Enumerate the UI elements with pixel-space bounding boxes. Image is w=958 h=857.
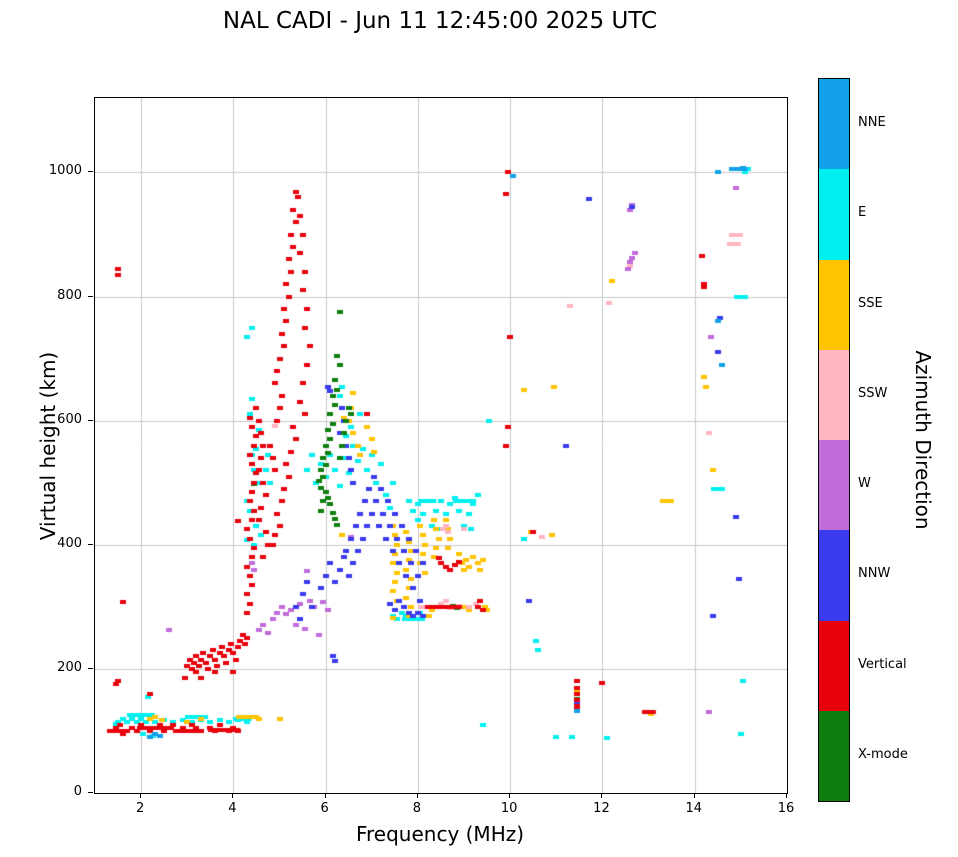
x-axis-label: Frequency (MHz) <box>355 822 525 846</box>
y-tick-mark <box>88 419 93 421</box>
x-tick-label: 12 <box>593 801 610 816</box>
x-tick-label: 14 <box>685 801 702 816</box>
colorbar-segment-nnw <box>819 530 849 621</box>
x-tick-label: 2 <box>135 801 145 816</box>
x-tick-label: 16 <box>777 801 795 816</box>
y-tick-label: 800 <box>57 287 82 303</box>
y-tick-label: 200 <box>57 659 82 675</box>
colorbar-segment-sse <box>819 259 849 350</box>
colorbar-segment-nne <box>819 79 849 170</box>
colorbar-segment-w <box>819 440 849 531</box>
y-tick-label: 400 <box>57 535 82 551</box>
x-tick-mark <box>786 793 787 798</box>
y-tick-mark <box>88 792 93 793</box>
x-tick-label: 4 <box>228 801 237 816</box>
x-tick-mark <box>601 793 603 798</box>
colorbar-segment-e <box>819 169 849 260</box>
x-tick-label: 8 <box>412 801 422 816</box>
colorbar-segment-vertical <box>819 620 849 711</box>
colorbar-segment-ssw <box>819 349 849 440</box>
y-tick-mark <box>88 295 93 297</box>
y-tick-mark <box>88 543 93 545</box>
colorbar-label-sse: SSE <box>858 295 883 311</box>
y-tick-mark <box>88 667 93 669</box>
x-tick-mark <box>232 793 234 798</box>
colorbar-label-w: W <box>858 476 871 492</box>
colorbar-label-nne: NNE <box>858 115 886 131</box>
plot-area <box>94 97 788 794</box>
x-tick-label: 10 <box>500 801 518 816</box>
colorbar-label-nnw: NNW <box>858 566 891 582</box>
x-tick-mark <box>416 793 418 798</box>
colorbar-label-x-mode: X-mode <box>858 746 908 762</box>
chart-title: NAL CADI - Jun 11 12:45:00 2025 UTC <box>222 8 658 34</box>
colorbar-segment-x-mode <box>819 710 849 801</box>
x-tick-label: 6 <box>320 801 329 816</box>
colorbar-label-e: E <box>858 205 867 221</box>
y-tick-label: 600 <box>57 411 82 427</box>
scatter-canvas <box>95 98 787 793</box>
colorbar-title: Azimuth Direction <box>911 350 935 530</box>
y-tick-label: 0 <box>73 784 82 799</box>
x-tick-mark <box>140 793 142 798</box>
x-tick-mark <box>509 793 511 798</box>
colorbar-label-vertical: Vertical <box>858 656 907 672</box>
x-tick-mark <box>324 793 326 798</box>
y-axis-label: Virtual height (km) <box>36 351 60 541</box>
y-tick-mark <box>88 171 93 173</box>
x-tick-mark <box>693 793 695 798</box>
azimuth-colorbar <box>818 78 850 802</box>
y-tick-label: 1000 <box>48 163 82 179</box>
colorbar-label-ssw: SSW <box>858 385 888 401</box>
